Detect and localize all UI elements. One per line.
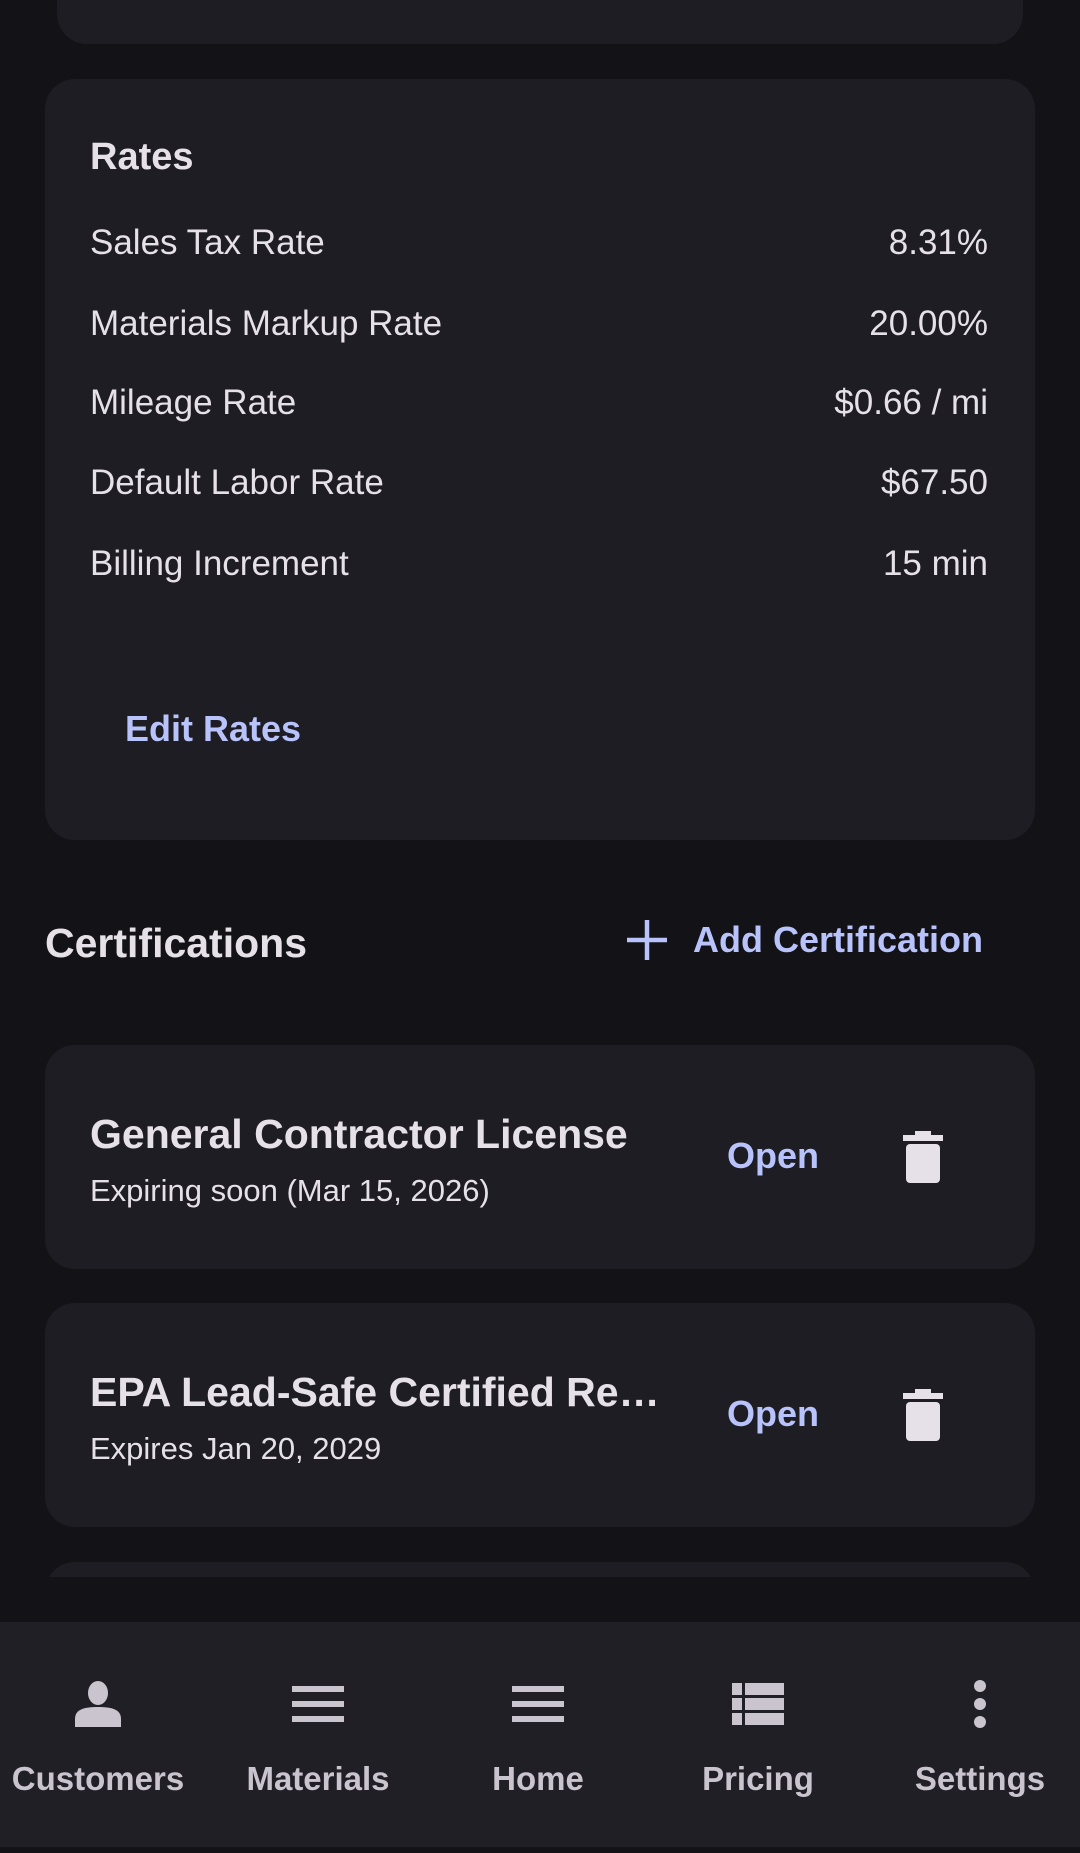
nav-materials[interactable]: Materials (213, 1622, 423, 1847)
certification-status: Expiring soon (Mar 15, 2026) (90, 1173, 490, 1208)
rate-value: $0.66 / mi (834, 383, 988, 422)
rate-value: 20.00% (869, 304, 988, 343)
add-certification-label: Add Certification (693, 919, 984, 960)
rate-label: Materials Markup Rate (90, 304, 443, 343)
previous-card (57, 0, 1023, 44)
rate-row: Sales Tax Rate 8.31% (90, 223, 988, 263)
open-button[interactable]: Open (727, 1135, 820, 1176)
menu-icon (292, 1686, 344, 1722)
rates-title: Rates (90, 136, 194, 178)
open-button[interactable]: Open (727, 1393, 820, 1434)
more-vert-icon (974, 1680, 986, 1728)
certification-name: General Contractor License (90, 1111, 628, 1157)
add-certification-button[interactable]: Add Certification (625, 918, 983, 962)
rates-card: Rates (45, 79, 1035, 840)
rate-row: Billing Increment 15 min (90, 544, 988, 584)
nav-label: Pricing (702, 1760, 814, 1797)
person-icon (75, 1681, 121, 1727)
rate-row: Mileage Rate $0.66 / mi (90, 383, 988, 423)
nav-pricing[interactable]: Pricing (653, 1622, 863, 1847)
nav-label: Settings (914, 1760, 1046, 1797)
certification-name: EPA Lead-Safe Certified Renovator (90, 1369, 670, 1415)
nav-customers[interactable]: Customers (0, 1622, 203, 1847)
rate-value: 8.31% (888, 223, 988, 262)
rate-row: Materials Markup Rate 20.00% (90, 304, 988, 344)
rate-value: $67.50 (880, 463, 988, 502)
rate-row: Default Labor Rate $67.50 (90, 463, 988, 503)
menu-icon (512, 1686, 564, 1722)
rate-label: Sales Tax Rate (90, 223, 325, 262)
trash-icon[interactable] (903, 1389, 943, 1441)
scroll-gap (0, 1577, 1080, 1622)
nav-label: Customers (11, 1760, 185, 1797)
rate-label: Mileage Rate (90, 383, 297, 422)
trash-icon[interactable] (903, 1131, 943, 1183)
nav-label: Materials (246, 1760, 390, 1797)
certification-card: General Contractor License Expiring soon… (45, 1045, 1035, 1269)
plus-icon (627, 920, 667, 960)
list-icon (732, 1683, 784, 1725)
nav-label: Home (492, 1760, 584, 1797)
certifications-title: Certifications (45, 920, 307, 966)
certification-card: EPA Lead-Safe Certified Renovator Expire… (45, 1303, 1035, 1527)
certification-status: Expires Jan 20, 2029 (90, 1431, 382, 1466)
edit-rates-button[interactable]: Edit Rates (125, 708, 302, 749)
bottom-nav: Customers Materials Home Pricing Setting… (0, 1622, 1080, 1847)
nav-settings[interactable]: Settings (875, 1622, 1080, 1847)
rate-label: Billing Increment (90, 544, 349, 583)
nav-home[interactable]: Home (433, 1622, 643, 1847)
rate-label: Default Labor Rate (90, 463, 384, 502)
rate-value: 15 min (882, 544, 988, 583)
